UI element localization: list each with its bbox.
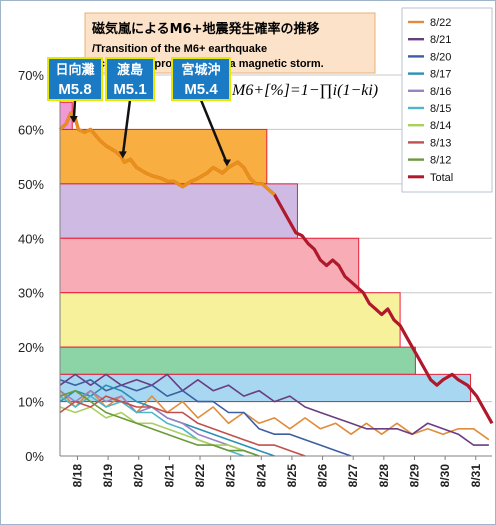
legend-label: 8/21 [430, 34, 451, 46]
legend-entry: 8/13 [408, 137, 451, 149]
legend-label: 8/14 [430, 120, 451, 132]
series-line-8-13 [59, 395, 306, 457]
x-tick-label: 8/21 [162, 464, 176, 488]
legend-entry: 8/17 [408, 69, 451, 81]
legend-entry: 8/15 [408, 103, 451, 115]
callout-magnitude: M5.8 [58, 81, 91, 98]
legend-label: 8/15 [430, 103, 451, 115]
legend-label: 8/16 [430, 86, 451, 98]
x-tick-label: 8/31 [469, 464, 483, 488]
probability-band [59, 292, 401, 348]
legend-label: Total [430, 172, 453, 184]
callout-place: 渡島 [117, 62, 143, 78]
callout-arrowhead [222, 159, 231, 167]
y-tick-label: 40% [18, 231, 44, 246]
legend-label: 8/13 [430, 137, 451, 149]
callout-arrowhead [118, 151, 127, 159]
callout-magnitude: M5.1 [113, 81, 146, 98]
chart-subtitle-line1: /Transition of the M6+ earthquake [92, 43, 267, 55]
series-line-8-16 [59, 389, 260, 457]
series-line-total-highlight [58, 111, 276, 196]
legend-label: 8/20 [430, 51, 451, 63]
x-tick-labels: 8/18 8/19 8/20 8/21 8/22 8/23 8/24 8/25 8/26 8/27… [70, 456, 483, 488]
y-tick-label: 10% [18, 395, 44, 410]
callout-box [105, 57, 155, 101]
callout-2: 渡島 M5.1 [105, 57, 155, 159]
x-tick-label: 8/19 [101, 464, 115, 488]
x-tick-label: 8/22 [193, 464, 207, 488]
y-tick-labels: 0% 10% 20% 30% 40% 50% 60% 70% [18, 68, 44, 464]
legend-entry: 8/14 [408, 120, 451, 132]
x-tick-label: 8/24 [254, 464, 268, 488]
series-line-8-21 [59, 373, 489, 446]
y-tick-label: 70% [18, 68, 44, 83]
x-tick-label: 8/18 [70, 464, 84, 488]
legend-entry: 8/21 [408, 34, 451, 46]
series-line-8-12 [59, 389, 260, 457]
legend: 8/22 8/21 8/20 8/17 8/16 8/15 8/14 8/13 8/12 Tota… [401, 7, 493, 193]
series-lines [58, 111, 494, 457]
callout-3: 宮城沖 M5.4 [171, 57, 231, 167]
callout-arrowhead [69, 115, 78, 123]
legend-label: 8/12 [430, 155, 451, 167]
legend-entry: 8/20 [408, 51, 451, 63]
legend-entry: 8/12 [408, 155, 451, 167]
callout-place: 宮城沖 [181, 62, 220, 78]
y-tick-label: 20% [18, 340, 44, 355]
x-tick-label: 8/29 [407, 464, 421, 488]
callout-place: 日向灘 [55, 62, 94, 78]
x-tick-label: 8/23 [224, 464, 238, 488]
callout-box [47, 57, 103, 101]
legend-entry: 8/16 [408, 86, 451, 98]
legend-label: 8/22 [430, 17, 451, 29]
x-tick-label: 8/20 [132, 464, 146, 488]
probability-band [59, 346, 416, 375]
x-tick-label: 8/25 [285, 464, 299, 488]
legend-label: 8/17 [430, 69, 451, 81]
probability-band [59, 128, 268, 185]
y-tick-label: 50% [18, 177, 44, 192]
series-line-8-20 [59, 379, 352, 457]
x-tick-label: 8/30 [438, 464, 452, 488]
y-tick-label: 30% [18, 286, 44, 301]
callout-magnitude: M5.4 [184, 81, 218, 98]
y-tick-label: 60% [18, 122, 44, 137]
legend-entry: Total [408, 172, 453, 184]
chart-title: 磁気嵐によるM6+地震発生確率の推移 [92, 21, 320, 37]
x-tick-label: 8/27 [346, 464, 360, 488]
probability-band [59, 237, 360, 294]
axes [59, 75, 492, 457]
probability-band [59, 183, 298, 239]
legend-entry: 8/22 [408, 17, 451, 29]
quake-callouts: 日向灘 M5.8 渡島 M5.1 宮城沖 M5.4 [47, 57, 231, 167]
series-line-8-14 [59, 406, 260, 457]
x-tick-label: 8/28 [377, 464, 391, 488]
y-tick-label: 0% [25, 449, 44, 464]
callout-1: 日向灘 M5.8 [47, 57, 103, 123]
callout-pointer [199, 99, 229, 165]
callout-box [171, 57, 231, 101]
formula: M6+[%]=1−∏i(1−ki) [231, 82, 378, 99]
callout-pointer [121, 99, 132, 156]
x-tick-label: 8/26 [316, 464, 330, 488]
